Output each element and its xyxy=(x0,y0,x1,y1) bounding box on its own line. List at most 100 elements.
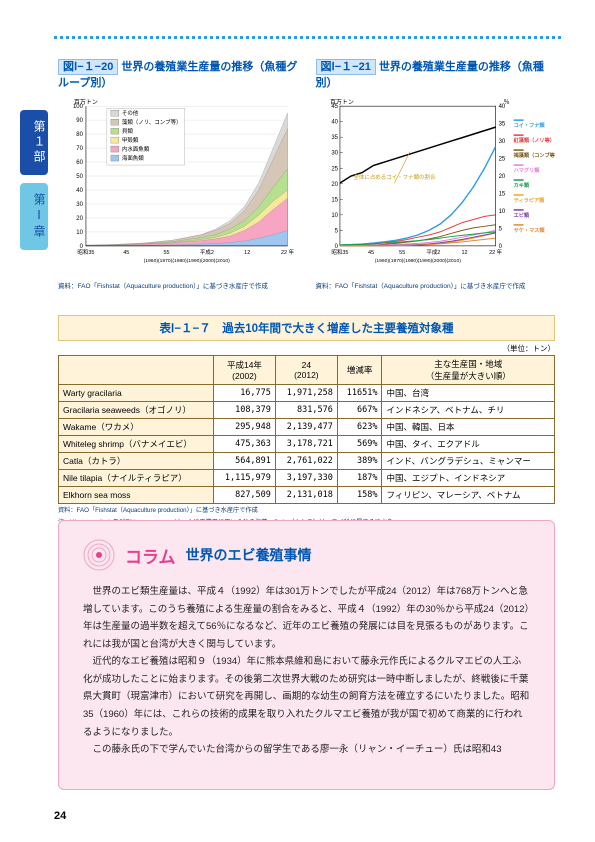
svg-text:40: 40 xyxy=(331,120,338,126)
svg-text:20: 20 xyxy=(331,182,338,188)
table-cell: 1,115,979 xyxy=(214,470,276,487)
table-cell: Elkhorn sea moss xyxy=(59,487,214,504)
svg-text:35: 35 xyxy=(331,135,338,141)
svg-text:海面魚類: 海面魚類 xyxy=(122,154,144,162)
side-tab-chapter1: 第Ⅰ章 xyxy=(20,183,48,250)
table-cell: 2,761,022 xyxy=(275,453,337,470)
column-box: コラム 世界のエビ養殖事情 世界のエビ類生産量は、平成４（1992）年は301万… xyxy=(58,520,555,790)
column-p2: 近代的なエビ養殖は昭和９（1934）年に熊本県維和島において藤永元作氏によるクル… xyxy=(83,653,530,741)
table-cell: 187% xyxy=(337,470,382,487)
svg-text:(1960)(1970)(1980)(1990)(2000): (1960)(1970)(1980)(1990)(2000)(2010) xyxy=(144,258,231,264)
svg-text:ティラピア類: ティラピア類 xyxy=(513,196,545,204)
table-cell: 389% xyxy=(337,453,382,470)
svg-text:ハマグリ類: ハマグリ類 xyxy=(513,166,540,174)
table-cell: 569% xyxy=(337,436,382,453)
table-cell: 827,509 xyxy=(214,487,276,504)
svg-text:昭和35: 昭和35 xyxy=(77,248,94,256)
svg-text:35: 35 xyxy=(498,122,505,128)
column-p3: この藤永氏の下で学んでいた台湾からの留学生である廖一永（リャン・イーチュー）氏は… xyxy=(83,741,530,759)
table-cell: 中国、韓国、日本 xyxy=(382,419,555,436)
chart1-block: 図Ⅰ−１−20 世界の養殖業生産量の推移（魚種グループ別） 0102030405… xyxy=(58,58,298,291)
table-cell: 295,948 xyxy=(214,419,276,436)
svg-text:その他: その他 xyxy=(122,109,139,117)
svg-text:(1960)(1970)(1980)(1990)(2000): (1960)(1970)(1980)(1990)(2000)(2010) xyxy=(374,258,461,264)
table-cell: Warty gracilaria xyxy=(59,385,214,402)
table-cell: 475,363 xyxy=(214,436,276,453)
table-cell: インド、バングラデシュ、ミャンマー xyxy=(382,453,555,470)
svg-text:甲殻類: 甲殻類 xyxy=(122,136,139,144)
svg-text:貝類: 貝類 xyxy=(122,127,133,135)
table-cell: 1,971,258 xyxy=(275,385,337,402)
chart1-title: 図Ⅰ−１−20 世界の養殖業生産量の推移（魚種グループ別） xyxy=(58,58,298,90)
table-cell: 108,379 xyxy=(214,402,276,419)
table-cell: Catla（カトラ） xyxy=(59,453,214,470)
svg-text:平成2: 平成2 xyxy=(426,248,440,256)
svg-text:20: 20 xyxy=(76,216,83,222)
svg-text:藻類（ノリ、コンブ等）: 藻類（ノリ、コンブ等） xyxy=(122,118,182,126)
table-cell: Whiteleg shrimp（バナメイエビ） xyxy=(59,436,214,453)
svg-text:全体に占めるコイ・フナ類の割合: 全体に占めるコイ・フナ類の割合 xyxy=(353,173,436,181)
table-cell: 11651% xyxy=(337,385,382,402)
svg-text:紅藻類（ノリ等）: 紅藻類（ノリ等） xyxy=(513,136,554,144)
table-block: 表Ⅰ−１−７ 過去10年間で大きく増産した主要養殖対象種 （単位：トン） 平成1… xyxy=(58,315,555,527)
svg-text:20: 20 xyxy=(498,174,505,180)
svg-text:30: 30 xyxy=(498,139,505,145)
chart2-block: 図Ⅰ−１−21 世界の養殖業生産量の推移（魚種別） 05101520253035… xyxy=(316,58,556,291)
svg-text:百万トン: 百万トン xyxy=(74,99,98,106)
table-cell: 3,197,330 xyxy=(275,470,337,487)
table-cell: インドネシア、ベトナム、チリ xyxy=(382,402,555,419)
side-tab-part1: 第１部 xyxy=(20,110,48,175)
chart1-src: 資料：FAO「Fishstat（Aquaculture production）」… xyxy=(58,283,298,291)
table-cell: 中国、タイ、エクアドル xyxy=(382,436,555,453)
svg-text:10: 10 xyxy=(76,230,83,236)
svg-text:12: 12 xyxy=(461,250,467,256)
column-head: コラム 世界のエビ養殖事情 xyxy=(83,539,530,571)
table-header: 主な生産国・地域（生産量が大きい順） xyxy=(382,356,555,385)
svg-text:エビ類: エビ類 xyxy=(513,211,529,219)
svg-text:昭和35: 昭和35 xyxy=(331,248,348,256)
table-cell: Wakame（ワカメ） xyxy=(59,419,214,436)
table-cell: 158% xyxy=(337,487,382,504)
chart2-src: 資料：FAO「Fishstat（Aquaculture production）」… xyxy=(316,283,556,291)
table-header: 24(2012) xyxy=(275,356,337,385)
svg-text:カキ類: カキ類 xyxy=(513,181,529,189)
svg-text:百万トン: 百万トン xyxy=(329,99,353,106)
svg-text:内水面魚類: 内水面魚類 xyxy=(122,145,150,153)
svg-text:50: 50 xyxy=(76,174,83,180)
table-cell: 3,178,721 xyxy=(275,436,337,453)
table-src1: 資料：FAO「Fishstat（Aquaculture production）」… xyxy=(58,507,555,516)
side-tabs: 第１部 第Ⅰ章 xyxy=(20,110,48,250)
svg-text:45: 45 xyxy=(368,250,374,256)
svg-text:％: ％ xyxy=(503,99,509,106)
data-table: 平成14年(2002)24(2012)増減率主な生産国・地域（生産量が大きい順）… xyxy=(58,355,555,504)
table-header: 増減率 xyxy=(337,356,382,385)
chart1-fignum: 図Ⅰ−１−20 xyxy=(58,59,118,75)
svg-text:30: 30 xyxy=(331,151,338,157)
svg-text:5: 5 xyxy=(498,226,502,232)
table-cell: 667% xyxy=(337,402,382,419)
table-title: 表Ⅰ−１−７ 過去10年間で大きく増産した主要養殖対象種 xyxy=(58,315,555,341)
svg-text:22 年: 22 年 xyxy=(489,248,503,256)
table-cell: 564,891 xyxy=(214,453,276,470)
table-cell: 中国、台湾 xyxy=(382,385,555,402)
svg-text:15: 15 xyxy=(331,197,338,203)
table-cell: 2,139,477 xyxy=(275,419,337,436)
svg-text:60: 60 xyxy=(76,160,83,166)
svg-text:70: 70 xyxy=(76,146,83,152)
column-p1: 世界のエビ類生産量は、平成４（1992）年は301万トンでしたが平成24（201… xyxy=(83,583,530,653)
svg-text:10: 10 xyxy=(498,209,505,215)
svg-text:平成2: 平成2 xyxy=(200,248,214,256)
svg-text:90: 90 xyxy=(76,118,83,124)
table-cell: 831,576 xyxy=(275,402,337,419)
svg-text:10: 10 xyxy=(331,213,338,219)
table-cell: 中国、エジプト、インドネシア xyxy=(382,470,555,487)
svg-text:55: 55 xyxy=(399,250,405,256)
table-cell: フィリピン、マレーシア、ベトナム xyxy=(382,487,555,504)
column-badge-label: コラム xyxy=(125,543,176,568)
chart2-fignum: 図Ⅰ−１−21 xyxy=(316,59,376,75)
svg-text:25: 25 xyxy=(331,166,338,172)
table-cell: 16,775 xyxy=(214,385,276,402)
table-cell: Nile tilapia（ナイルティラピア） xyxy=(59,470,214,487)
svg-text:サケ・マス類: サケ・マス類 xyxy=(513,226,545,234)
table-cell: 2,131,018 xyxy=(275,487,337,504)
